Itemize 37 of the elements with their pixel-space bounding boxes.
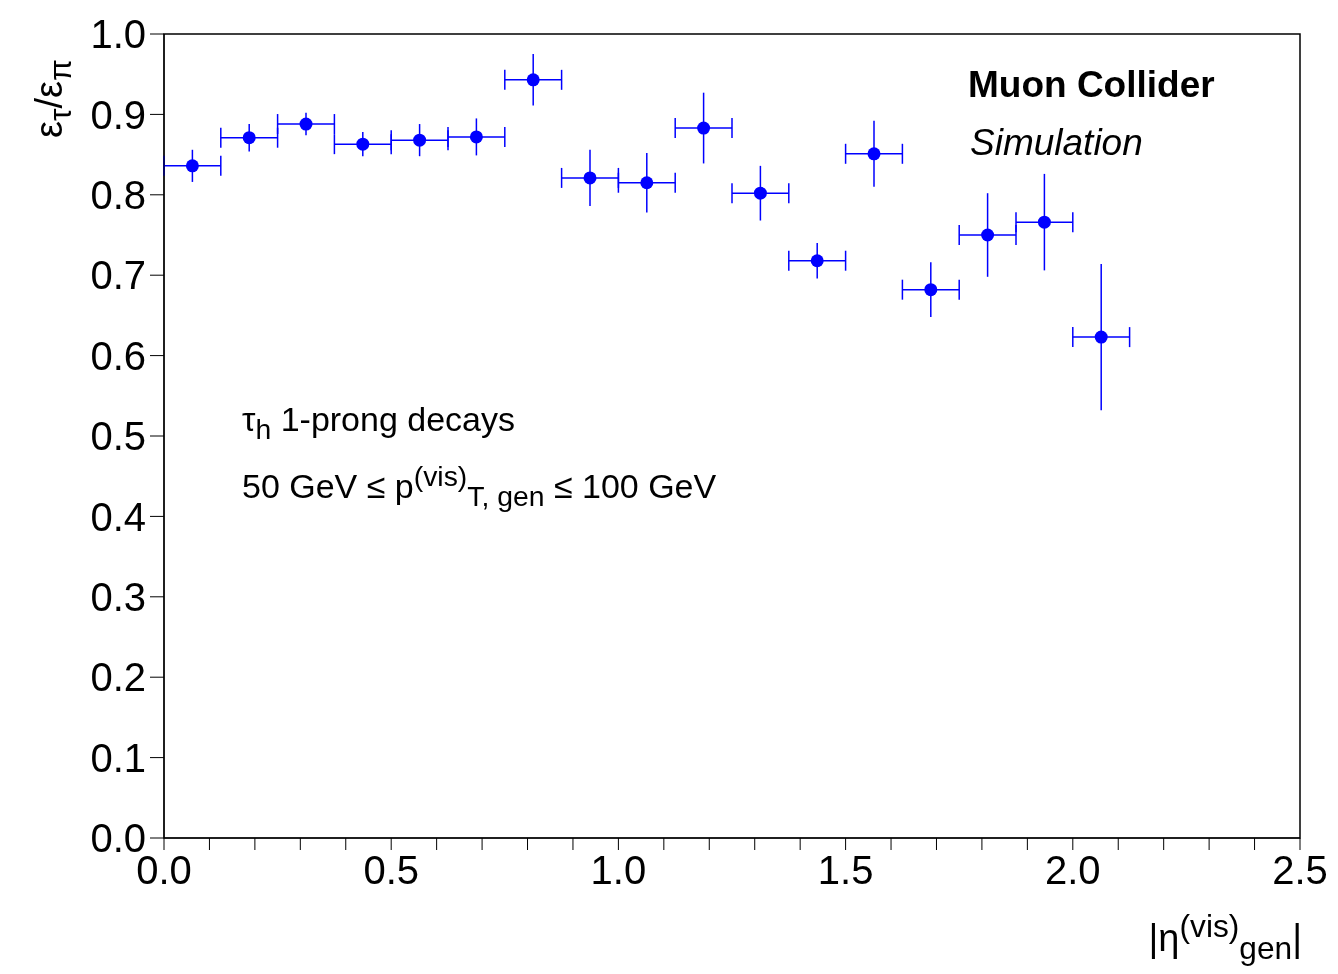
y-tick-label: 0.6 xyxy=(90,333,146,378)
y-tick-label: 0.8 xyxy=(90,173,146,217)
annotation: Simulation xyxy=(970,122,1143,164)
x-tick-label: 2.0 xyxy=(1045,848,1101,893)
point xyxy=(1037,215,1051,229)
y-tick-label: 0.7 xyxy=(90,253,146,298)
y-tick-label: 1.0 xyxy=(90,12,146,57)
x-tick-label: 2.5 xyxy=(1272,848,1328,893)
y-tick-label: 0.2 xyxy=(90,655,146,700)
point xyxy=(981,228,995,242)
point xyxy=(810,254,824,268)
point xyxy=(867,147,881,161)
annotation: Muon Collider xyxy=(968,64,1215,106)
point xyxy=(697,121,711,135)
annotation: 50 GeV ≤ p$^{(vis)}$$_{T, gen}$ ≤ 100 GeV xyxy=(242,460,717,514)
y-tick-label: 0.3 xyxy=(90,575,146,619)
y-tick-label: 0.5 xyxy=(90,414,146,459)
point xyxy=(299,117,313,131)
annotation: τ$_{h}$ 1-prong decays xyxy=(242,400,516,446)
point xyxy=(753,186,767,200)
point xyxy=(583,171,597,185)
point xyxy=(356,137,370,151)
x-tick-label: 0.5 xyxy=(363,848,419,893)
point xyxy=(185,159,199,173)
x-tick-label: 1.5 xyxy=(817,848,874,893)
x-tick-label: 1.0 xyxy=(590,848,647,893)
y-tick-label: 0.9 xyxy=(90,92,146,137)
point xyxy=(413,133,427,147)
point xyxy=(469,130,483,144)
y-tick-label: 0.4 xyxy=(90,494,146,539)
point xyxy=(242,131,256,145)
point xyxy=(526,73,540,87)
point xyxy=(640,176,654,190)
point xyxy=(1094,330,1108,344)
x-axis-title: |η$^{(vis)}$$_{gen}$| xyxy=(1148,908,1302,968)
point xyxy=(924,283,938,297)
y-tick-label: 0.1 xyxy=(90,735,146,780)
